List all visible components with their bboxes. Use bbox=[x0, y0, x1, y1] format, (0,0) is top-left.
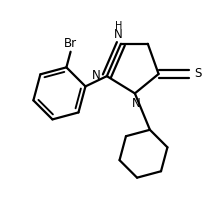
Text: N: N bbox=[92, 69, 100, 82]
Text: H: H bbox=[115, 21, 122, 31]
Text: N: N bbox=[114, 28, 123, 41]
Text: Br: Br bbox=[64, 37, 77, 50]
Text: S: S bbox=[194, 68, 201, 81]
Text: N: N bbox=[132, 97, 140, 110]
